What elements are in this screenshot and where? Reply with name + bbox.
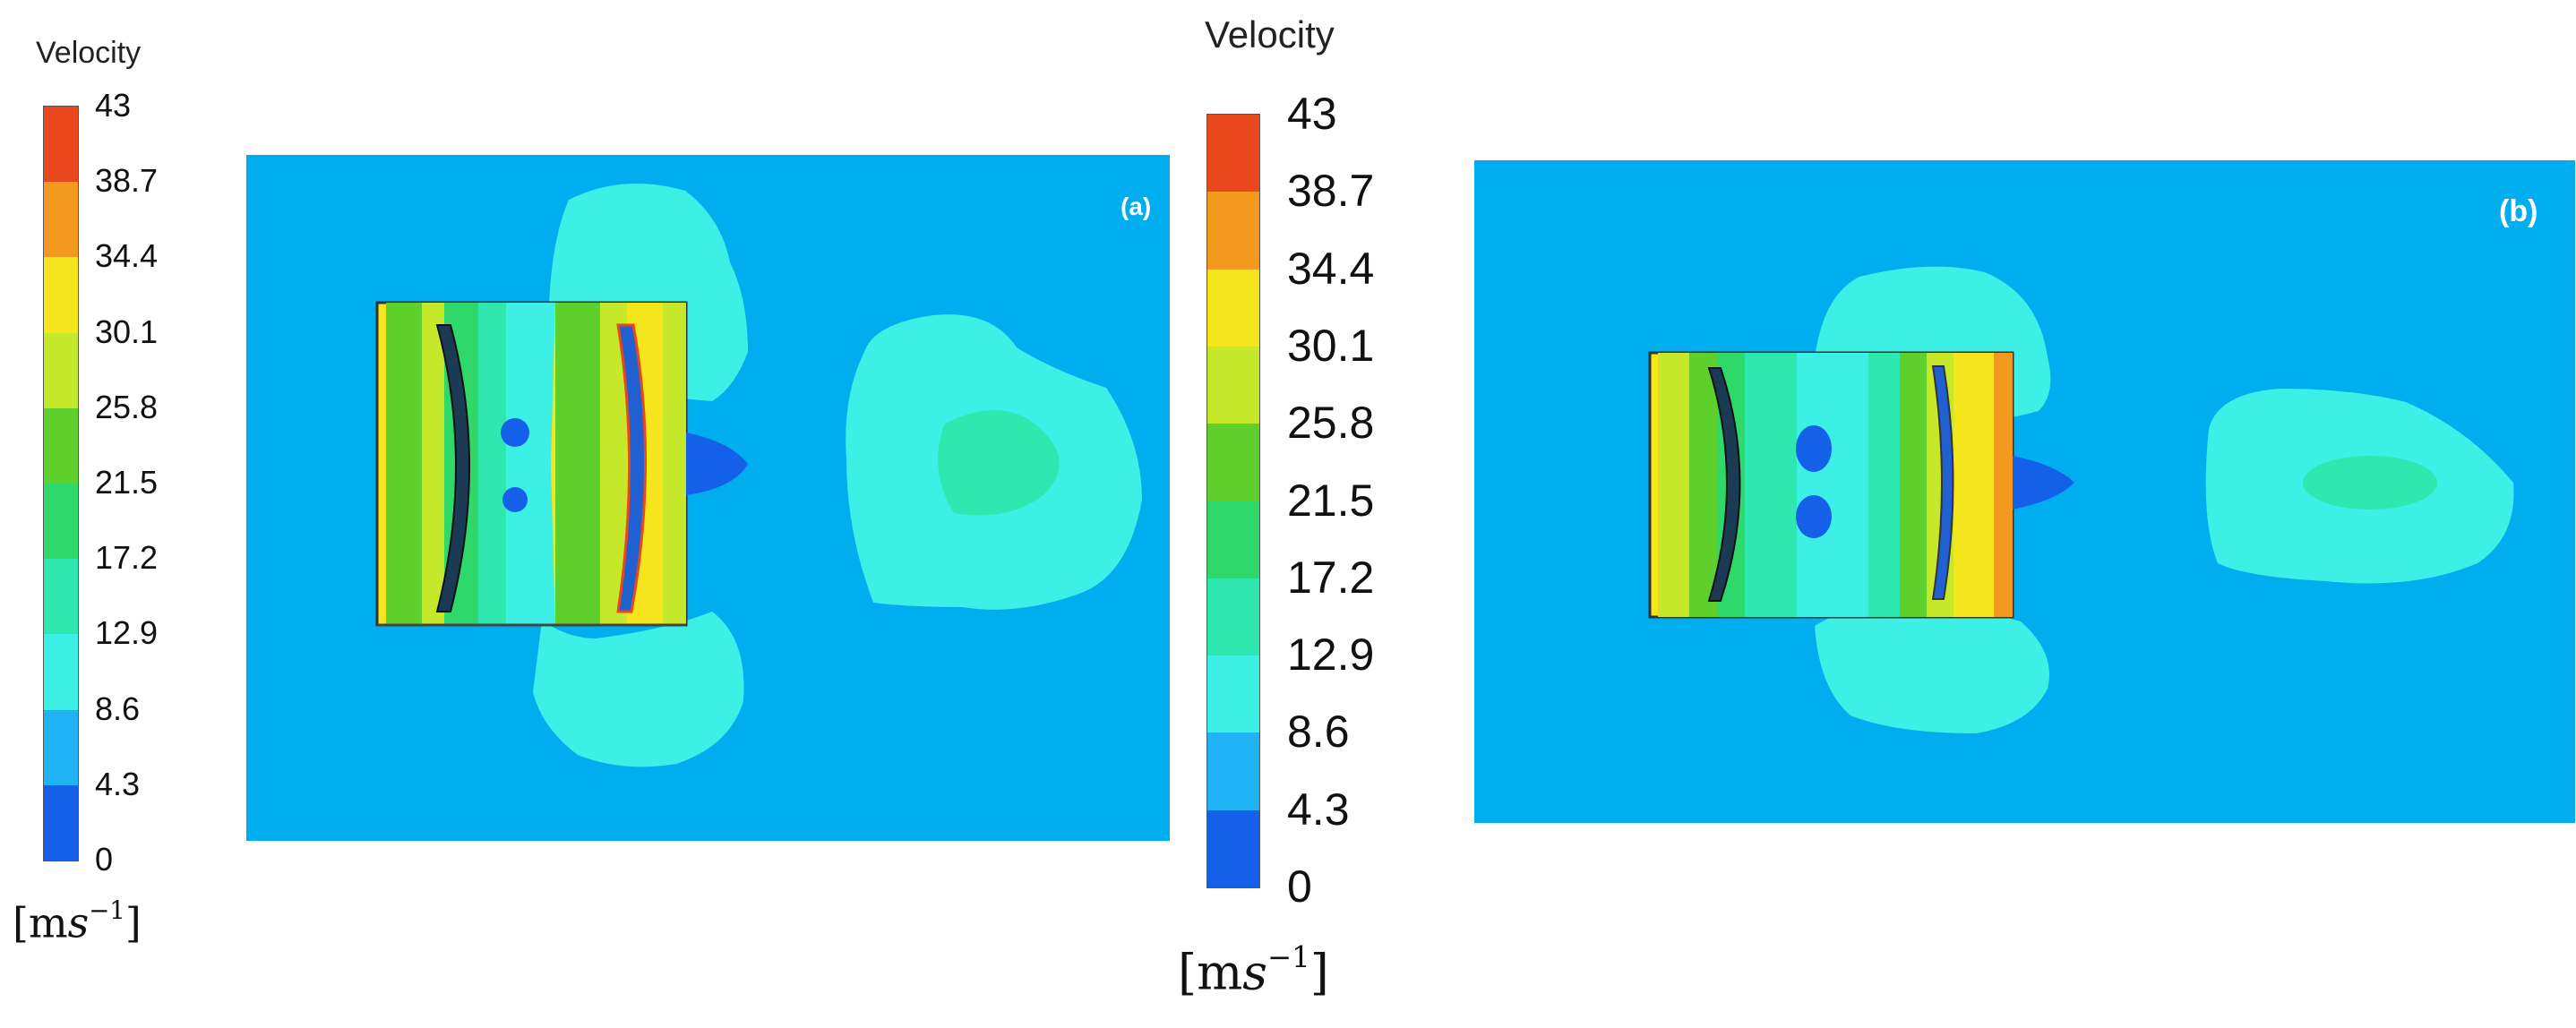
colorbar-tick-label: 25.8 [95,388,159,425]
colorbar-tick-label: 21.5 [95,464,159,501]
colorbar-segment [1207,115,1259,193]
colorbar-tick-label: 43 [1287,89,1337,139]
colorbar-tick-label: 30.1 [1287,320,1375,371]
legend-left-colorbar [43,106,79,861]
legend-left-unit: [ms−1] [13,895,142,947]
colorbar-tick-label: 0 [1287,861,1312,912]
legend-left-title: Velocity [36,36,142,70]
colorbar-tick-label: 34.4 [95,237,159,275]
colorbar-segment [44,332,78,408]
colorbar-segment [1207,269,1259,347]
colorbar-segment [44,784,78,861]
colorbar-tick-label: 21.5 [1287,475,1375,526]
colorbar-segment [1207,346,1259,424]
colorbar-tick-label: 30.1 [95,313,159,350]
colorbar-tick-label: 25.8 [1287,398,1375,449]
colorbar-segment [44,182,78,258]
legend-center-title: Velocity [1205,13,1335,56]
colorbar-tick-label: 4.3 [95,765,141,802]
colorbar-segment [1207,192,1259,270]
colorbar-tick-label: 12.9 [1287,630,1375,681]
colorbar-tick-label: 0 [95,841,114,878]
colorbar-tick-label: 17.2 [1287,552,1375,603]
colorbar-tick-label: 8.6 [1287,707,1350,758]
colorbar-tick-label: 34.4 [1287,243,1375,294]
velocity-contour-a [246,155,1170,841]
colorbar-segment [44,107,78,183]
panel-b-label: (b) [2499,194,2538,228]
colorbar-segment [1207,578,1259,656]
velocity-contour-b [1474,160,2575,823]
contour-panel-b: (b) [1474,160,2575,823]
colorbar-tick-label: 38.7 [95,162,159,200]
colorbar-segment [44,407,78,484]
colorbar-segment [44,257,78,333]
colorbar-segment [44,483,78,560]
colorbar-segment [1207,424,1259,501]
colorbar-tick-label: 17.2 [95,539,159,577]
contour-panel-a: (a) [246,155,1170,841]
colorbar-segment [1207,732,1259,810]
colorbar-tick-label: 12.9 [95,614,159,652]
colorbar-tick-label: 43 [95,87,132,124]
legend-center-unit: [ms−1] [1178,940,1329,1001]
colorbar-segment [44,709,78,785]
colorbar-segment [44,559,78,635]
panel-a-label: (a) [1121,193,1152,220]
colorbar-segment [44,634,78,710]
colorbar-tick-label: 4.3 [1287,784,1350,835]
legend-center-colorbar [1206,114,1260,888]
colorbar-segment [1207,501,1259,578]
colorbar-segment [1207,810,1259,887]
colorbar-segment [1207,655,1259,733]
colorbar-tick-label: 8.6 [95,690,141,727]
colorbar-tick-label: 38.7 [1287,166,1375,217]
